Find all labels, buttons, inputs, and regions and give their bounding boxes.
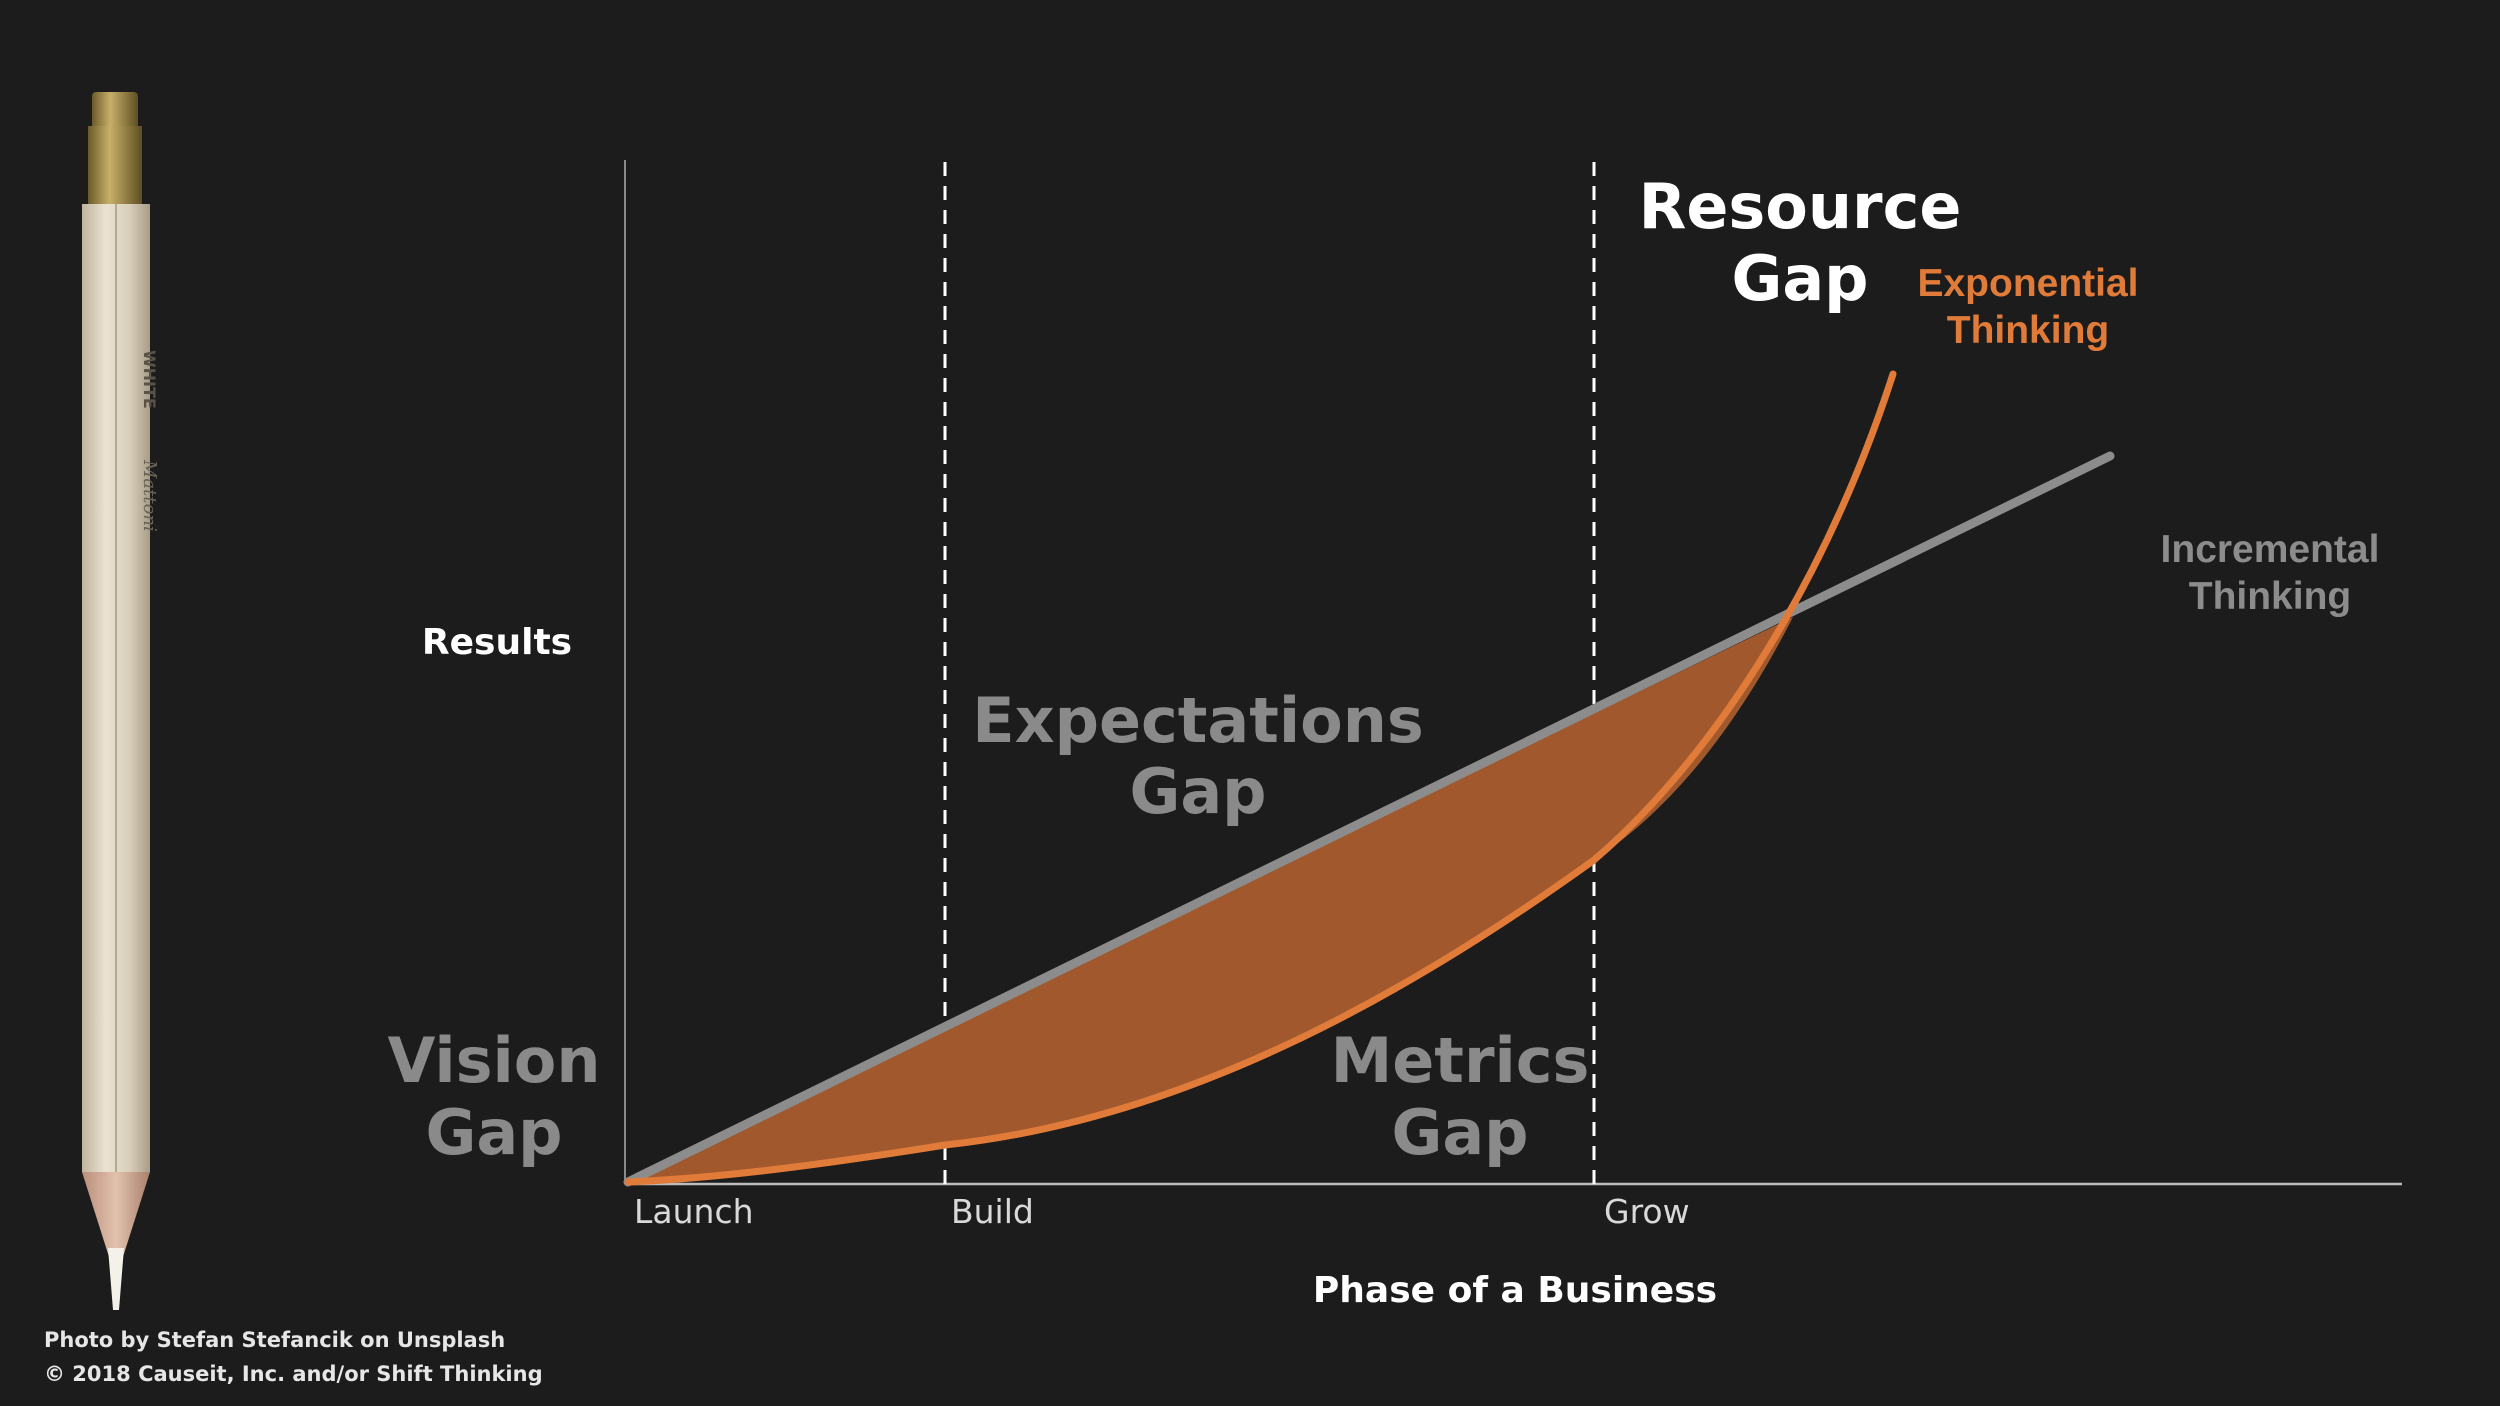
incremental-thinking-line [623, 451, 2115, 1187]
expectations-gap-line-2: Gap [1129, 755, 1266, 828]
incremental-label-line-1: Incremental [2161, 528, 2380, 571]
pencil-illustration: WHITE Mattoni [82, 92, 160, 1310]
resource-gap-line-2: Gap [1731, 242, 1868, 315]
phase-label-build: Build [951, 1192, 1034, 1231]
vision-gap-line-2: Gap [425, 1096, 562, 1169]
y-axis-label: Results [422, 622, 572, 663]
photo-credit: Photo by Stefan Stefancik on Unsplash [44, 1328, 506, 1352]
copyright-notice: © 2018 Causeit, Inc. and/or Shift Thinki… [44, 1362, 543, 1386]
pencil-wood-tip [82, 1172, 150, 1260]
exponential-thinking-curve [624, 370, 1897, 1186]
resource-gap-line-1: Resource [1639, 170, 1962, 243]
pencil-ferrule [88, 126, 142, 204]
phase-label-launch: Launch [634, 1192, 754, 1231]
exponential-thinking-label: Exponential Thinking [1917, 262, 2138, 352]
incremental-label-line-2: Thinking [2189, 575, 2351, 618]
exponential-label-line-2: Thinking [1947, 309, 2109, 352]
expectations-gap-line-1: Expectations [972, 684, 1424, 757]
vision-gap-line-1: Vision [387, 1024, 600, 1097]
expectations-gap-label: Expectations Gap [972, 684, 1424, 828]
metrics-gap-line-2: Gap [1391, 1096, 1528, 1169]
resource-gap-label: Resource Gap [1639, 170, 1962, 315]
incremental-thinking-label: Incremental Thinking [2161, 528, 2380, 618]
pencil-color-text: WHITE [140, 350, 159, 409]
pencil-brand-text: Mattoni [139, 459, 160, 532]
metrics-gap-label: Metrics Gap [1331, 1024, 1590, 1169]
phase-label-grow: Grow [1604, 1192, 1690, 1231]
exponential-label-line-1: Exponential [1917, 262, 2138, 305]
vision-gap-label: Vision Gap [387, 1024, 600, 1169]
pencil-cap [92, 92, 138, 130]
metrics-gap-line-1: Metrics [1331, 1024, 1590, 1097]
x-axis-label: Phase of a Business [1313, 1270, 1717, 1311]
pencil-lead [108, 1248, 124, 1310]
